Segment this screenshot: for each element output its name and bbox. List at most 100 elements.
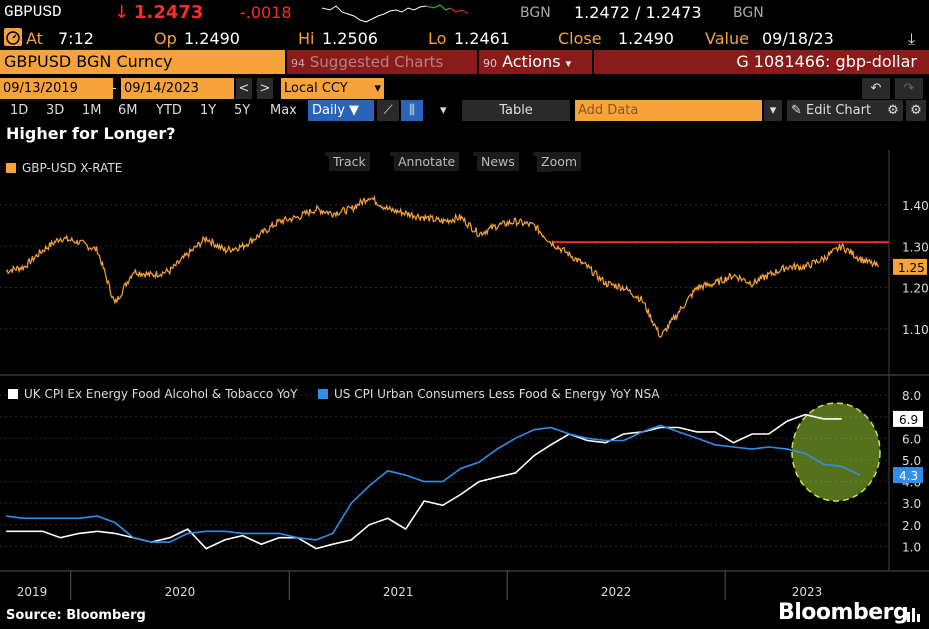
at-label: At — [26, 29, 43, 48]
prev-icon[interactable]: < — [236, 78, 252, 99]
high-value: 1.2506 — [322, 29, 378, 48]
low-label: Lo — [428, 29, 447, 48]
y-tick-label: 6.0 — [902, 432, 921, 446]
legend-swatch-us-cpi — [318, 389, 328, 399]
export-icon[interactable]: ⤓ — [908, 29, 916, 48]
security-field[interactable]: GBPUSD BGN Curncy — [0, 50, 285, 74]
ticker-symbol: GBPUSD — [4, 3, 62, 21]
clock-icon — [4, 28, 22, 46]
x-tick-label: 2023 — [792, 585, 823, 599]
range-6m[interactable]: 6M — [118, 103, 138, 118]
last-value-badge — [893, 258, 927, 275]
bloomberg-icon — [905, 604, 925, 624]
range-5y[interactable]: 5Y — [234, 103, 251, 118]
range-ytd[interactable]: YTD — [156, 103, 182, 118]
fx-panel: 1.10 1.20 1.30 1.40 1.25 GBP-USD X-RATE — [0, 150, 929, 570]
currency-select[interactable]: Local CCY ▾ — [281, 78, 384, 99]
end-date-input[interactable]: 09/14/2023 — [121, 78, 234, 99]
series-line-gbp-usd — [5, 194, 880, 339]
last-value-label: 1.25 — [898, 261, 925, 275]
news-tool[interactable]: ≣ News — [473, 152, 519, 171]
settings-icon[interactable]: ⚙ — [906, 100, 926, 121]
line-chart-icon[interactable]: ⟋ — [377, 100, 399, 121]
sparkline — [322, 4, 469, 23]
news-label: News — [477, 152, 519, 171]
legend-label-gbp-usd: GBP-USD X-RATE — [22, 161, 122, 175]
edit-chart-button[interactable]: ✎ Edit Chart — [787, 100, 883, 121]
highlight-ellipse — [791, 402, 881, 502]
x-tick-label: 2019 — [17, 585, 48, 599]
at-time: 7:12 — [58, 29, 94, 48]
series-line-us-cpi — [6, 424, 861, 543]
last-value-label: 6.9 — [899, 413, 918, 427]
y-tick-label: 1.10 — [902, 323, 929, 337]
y-tick-label: 5.0 — [902, 454, 921, 468]
chevron-down-icon[interactable]: ▾ — [764, 100, 782, 121]
legend-label-us-cpi: US CPI Urban Consumers Less Food & Energ… — [334, 387, 660, 401]
value-label: Value — [705, 29, 749, 48]
dropdown-arrow-icon: ▾ — [374, 81, 381, 96]
y-tick-label: 1.30 — [902, 240, 929, 254]
redo-icon[interactable]: ↷ — [895, 78, 923, 99]
gear-icon[interactable]: ⚙ — [883, 100, 903, 121]
open-value: 1.2490 — [184, 29, 240, 48]
y-tick-label: 2.0 — [902, 519, 921, 533]
high-label: Hi — [298, 29, 315, 48]
range-1m[interactable]: 1M — [82, 103, 102, 118]
chart-area: 1.10 1.20 1.30 1.40 1.25 GBP-USD X-RATE 1.0 2.… — [0, 150, 929, 600]
currency-value: Local CCY — [284, 81, 348, 96]
edit-chart-label: Edit Chart — [806, 103, 872, 118]
dropdown-arrow-icon[interactable]: ▾ — [440, 103, 447, 118]
legend-label-uk-cpi: UK CPI Ex Energy Food Alcohol & Tobacco … — [24, 387, 298, 401]
range-max[interactable]: Max — [270, 103, 297, 118]
pencil-icon: ✎ — [791, 103, 802, 118]
add-data-input[interactable]: Add Data — [575, 100, 762, 121]
source-label: BGN — [520, 5, 551, 21]
bar-chart-icon[interactable]: ⫼ — [401, 100, 423, 121]
bloomberg-logo: Bloomberg — [778, 600, 909, 625]
last-value-badge — [893, 410, 923, 427]
next-icon[interactable]: > — [257, 78, 273, 99]
close-value: 1.2490 — [618, 29, 674, 48]
x-axis: 2019 2020 2021 2022 2023 — [0, 570, 929, 600]
chart-controls: 09/13/2019 - 09/14/2023 < > Local CCY ▾ 1… — [0, 78, 929, 121]
y-tick-label: 1.0 — [902, 540, 921, 554]
ohlc-bar: At 7:12 Op 1.2490 Hi 1.2506 Lo 1.2461 Cl… — [0, 26, 929, 50]
y-tick-label: 1.40 — [902, 199, 929, 213]
undo-icon[interactable]: ↶ — [862, 78, 890, 99]
range-3d[interactable]: 3D — [46, 103, 65, 118]
zoom-label: Zoom — [537, 152, 582, 171]
actions-button[interactable]: 90 Actions ▾ — [479, 50, 592, 74]
frequency-select[interactable]: Daily ▼ — [308, 100, 374, 121]
suggested-charts-button[interactable]: 94 Suggested Charts — [287, 50, 477, 74]
y-tick-label: 3.0 — [902, 497, 921, 511]
legend-swatch-gbp-usd — [6, 163, 16, 173]
date-separator: - — [112, 81, 117, 96]
suggested-number: 94 — [291, 57, 305, 70]
chart-tools: ✛ Track ⁄ Annotate ≣ News ⌕ Zoom — [0, 152, 929, 172]
y-tick-label: 8.0 — [902, 389, 921, 403]
range-1y[interactable]: 1Y — [200, 103, 217, 118]
cpi-panel: 1.02.03.04.05.06.07.08.06.94.3UK CPI Ex … — [0, 387, 923, 554]
actions-label: Actions — [502, 52, 561, 71]
table-button[interactable]: Table — [462, 100, 570, 121]
annotate-tool[interactable]: ⁄ Annotate — [390, 152, 460, 171]
source-note: Source: Bloomberg — [6, 608, 146, 623]
zoom-tool[interactable]: ⌕ Zoom — [533, 152, 582, 172]
price-change: -.0018 — [240, 3, 292, 22]
suggested-label: Suggested Charts — [309, 53, 444, 71]
low-value: 1.2461 — [454, 29, 510, 48]
x-tick-label: 2021 — [383, 585, 414, 599]
bid-ask: 1.2472 / 1.2473 — [574, 3, 702, 22]
close-label: Close — [558, 29, 602, 48]
actions-number: 90 — [483, 57, 497, 70]
track-tool[interactable]: ✛ Track — [325, 152, 370, 171]
track-label: Track — [329, 152, 370, 171]
chart-id: G 1081466: gbp-dollar — [594, 50, 929, 74]
down-arrow-icon: ↓ — [114, 2, 130, 23]
last-price: 1.2473 — [134, 2, 204, 23]
range-1d[interactable]: 1D — [10, 103, 29, 118]
start-date-input[interactable]: 09/13/2019 — [0, 78, 113, 99]
last-value-label: 4.3 — [899, 469, 918, 483]
value-date: 09/18/23 — [762, 29, 834, 48]
